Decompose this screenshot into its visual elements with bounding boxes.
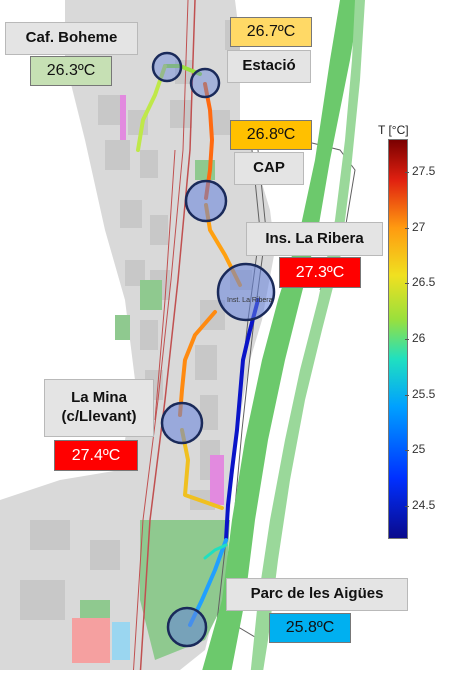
magenta-features xyxy=(120,95,224,505)
marker-parc-aigues xyxy=(166,606,208,648)
label-parc-aigues: Parc de les Aigües xyxy=(226,578,408,611)
colorbar-tick-label: 27.5 xyxy=(412,164,436,179)
colorbar-tick-label: 26.5 xyxy=(412,275,436,290)
label-ins-la-ribera: Ins. La Ribera xyxy=(246,222,383,256)
colorbar-tick-label: 25 xyxy=(412,442,426,457)
location-markers: Inst. La Ribera xyxy=(151,51,276,648)
colorbar-tick-mark xyxy=(405,339,409,340)
route-segment-mina-south xyxy=(180,428,224,510)
colorbar-tick-mark xyxy=(405,450,409,452)
label-la-mina-line2: (c/Llevant) xyxy=(61,408,137,425)
marker-estacio xyxy=(189,67,221,99)
route-segment-river-blue xyxy=(224,298,260,542)
marker-la-mina xyxy=(160,401,204,445)
label-estacio: Estació xyxy=(227,50,311,83)
map-school-text: Inst. La Ribera xyxy=(227,297,273,304)
colorbar-tick-label: 24.5 xyxy=(412,497,436,512)
river-bank-green xyxy=(200,0,360,678)
temp-la-mina: 27.4ºC xyxy=(54,440,138,471)
marker-caf-boheme xyxy=(151,51,183,83)
colorbar-tick-mark xyxy=(405,227,409,229)
label-caf-boheme: Caf. Boheme xyxy=(5,22,138,55)
temp-cap: 26.8ºC xyxy=(230,120,312,150)
route-segment-estacio-cap xyxy=(203,82,214,200)
marker-cap xyxy=(184,179,228,223)
temp-estacio: 26.7ºC xyxy=(230,17,312,47)
railway xyxy=(132,0,196,678)
colorbar-tick-label: 27 xyxy=(412,219,426,234)
pink-feature xyxy=(72,618,110,663)
river-bank-green-outer xyxy=(250,0,365,678)
temp-parc-aigues: 25.8ºC xyxy=(269,613,351,643)
colorbar-title: T [°C] xyxy=(378,123,409,137)
label-la-mina-line1: La Mina xyxy=(71,389,127,407)
route-segment-ribera-mina xyxy=(178,310,217,417)
colorbar-tick-mark xyxy=(405,505,409,507)
colorbar-tick-mark xyxy=(405,172,409,174)
cyan-feature xyxy=(112,622,130,660)
label-la-mina: La Mina (c/Llevant) xyxy=(44,379,154,437)
label-cap: CAP xyxy=(234,152,304,185)
temp-ins-la-ribera: 27.3ºC xyxy=(279,257,361,288)
route-segment-park-loop xyxy=(203,543,228,560)
colorbar-tick-mark xyxy=(405,394,409,396)
temp-caf-boheme: 26.3ºC xyxy=(30,56,112,86)
colorbar-tick-label: 25.5 xyxy=(412,386,436,401)
colorbar-tick-label: 26 xyxy=(412,331,426,345)
colorbar-tick-mark xyxy=(405,283,409,285)
marker-ins-la-ribera xyxy=(216,262,276,322)
